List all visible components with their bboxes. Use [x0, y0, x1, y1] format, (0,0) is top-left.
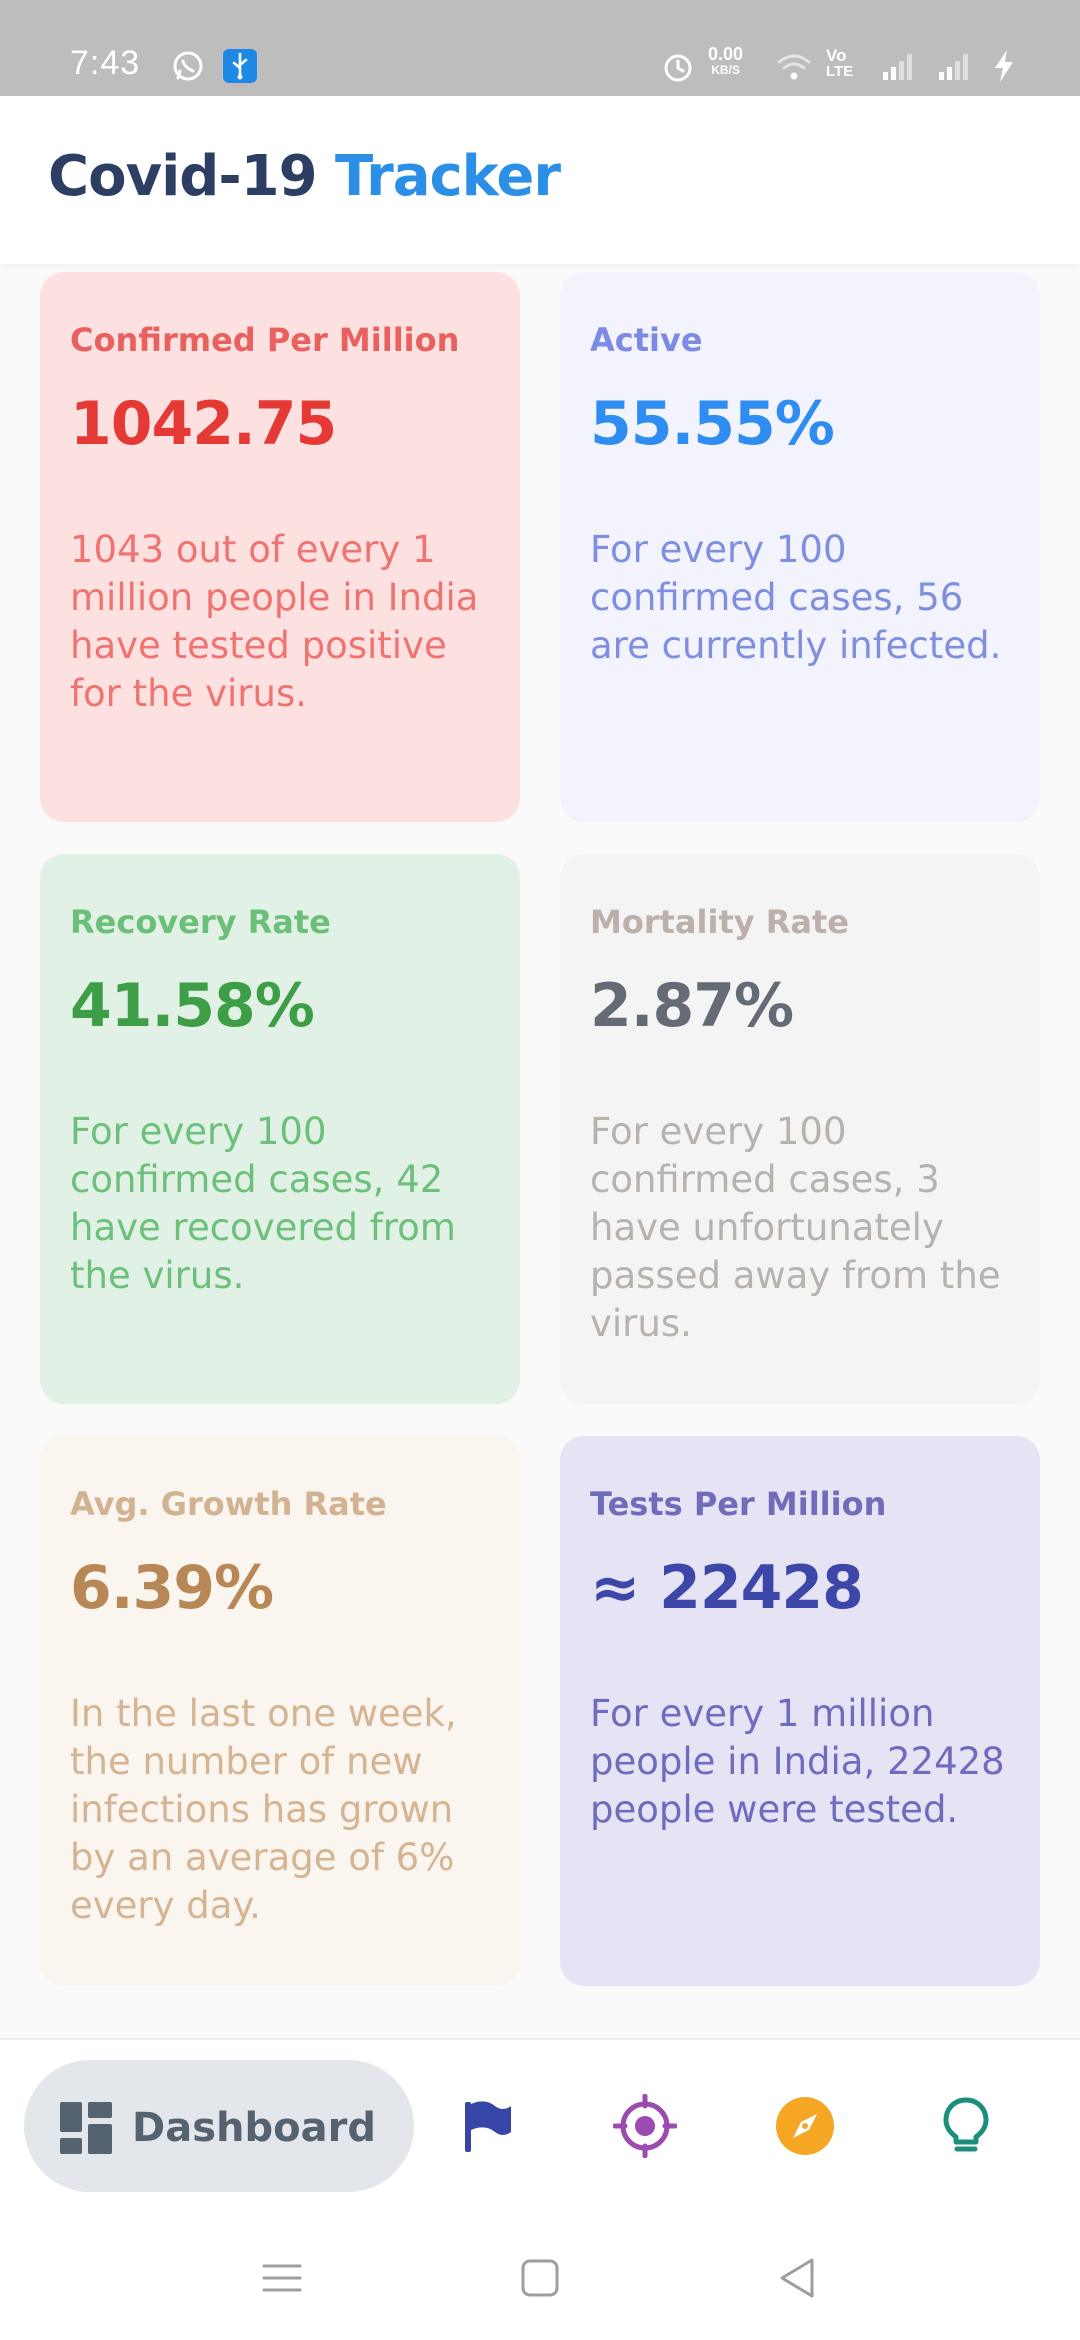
- card-mortality-rate: Mortality Rate 2.87% For every 100 confi…: [560, 854, 1040, 1404]
- status-time: 7:43: [70, 44, 141, 82]
- card-description: For every 100 confirmed cases, 56 are cu…: [590, 528, 1002, 667]
- system-back-button[interactable]: [762, 2242, 834, 2314]
- card-avg-growth-rate: Avg. Growth Rate 6.39% In the last one w…: [40, 1436, 520, 1986]
- system-navigation: [0, 2218, 1080, 2340]
- card-title: Active: [590, 321, 703, 359]
- card-title: Recovery Rate: [70, 903, 331, 941]
- app-title-part1: Covid-19: [48, 144, 318, 209]
- usb-debug-icon: [222, 48, 258, 84]
- status-bar: 7:43 0.00 KB/S Vo LTE: [0, 0, 1080, 96]
- card-confirmed-per-million: Confirmed Per Million 1042.75 1043 out o…: [40, 272, 520, 822]
- whatsapp-icon: [170, 48, 206, 84]
- volte-indicator: Vo LTE: [826, 46, 854, 80]
- nav-target-button[interactable]: [603, 2084, 687, 2168]
- card-description: 1043 out of every 1 million people in In…: [70, 528, 479, 715]
- card-title: Avg. Growth Rate: [70, 1485, 387, 1523]
- card-value: 55.55%: [590, 389, 835, 459]
- card-description: In the last one week, the number of new …: [70, 1692, 457, 1927]
- bottom-navigation: Dashboard: [0, 2038, 1080, 2220]
- signal-icon: [936, 48, 972, 84]
- wifi-icon: [776, 48, 812, 84]
- card-title: Confirmed Per Million: [70, 321, 460, 359]
- nav-flag-button[interactable]: [445, 2084, 529, 2168]
- card-value: 1042.75: [70, 389, 337, 459]
- network-speed: 0.00 KB/S: [708, 44, 744, 77]
- nav-dashboard-button[interactable]: Dashboard: [24, 2060, 414, 2192]
- target-icon: [613, 2094, 677, 2158]
- dashboard-icon: [58, 2100, 114, 2156]
- alarm-icon: [660, 48, 696, 84]
- signal-icon: [880, 48, 916, 84]
- back-icon: [780, 2258, 814, 2298]
- app-title: Covid-19 Tracker: [48, 144, 561, 209]
- card-description: For every 100 confirmed cases, 3 have un…: [590, 1110, 1001, 1345]
- nav-compass-button[interactable]: [763, 2084, 847, 2168]
- nav-dashboard-label: Dashboard: [132, 2105, 376, 2151]
- card-description: For every 100 confirmed cases, 42 have r…: [70, 1110, 456, 1297]
- compass-icon: [776, 2097, 834, 2155]
- system-home-button[interactable]: [504, 2242, 576, 2314]
- card-recovery-rate: Recovery Rate 41.58% For every 100 confi…: [40, 854, 520, 1404]
- card-value: 2.87%: [590, 971, 794, 1041]
- lightbulb-icon: [943, 2097, 989, 2152]
- card-title: Mortality Rate: [590, 903, 849, 941]
- card-value: 6.39%: [70, 1553, 274, 1623]
- card-title: Tests Per Million: [590, 1485, 887, 1523]
- app-header: Covid-19 Tracker: [0, 96, 1080, 264]
- card-active: Active 55.55% For every 100 confirmed ca…: [560, 272, 1040, 822]
- home-icon: [521, 2259, 559, 2297]
- charging-icon: [986, 48, 1022, 84]
- card-description: For every 1 million people in India, 224…: [590, 1692, 1005, 1831]
- card-value: 41.58%: [70, 971, 315, 1041]
- app-title-part2: Tracker: [335, 144, 561, 209]
- system-menu-button[interactable]: [246, 2242, 318, 2314]
- menu-icon: [262, 2264, 302, 2292]
- flag-icon: [465, 2101, 511, 2152]
- card-value: ≈ 22428: [590, 1553, 864, 1623]
- nav-lightbulb-button[interactable]: [924, 2084, 1008, 2168]
- card-tests-per-million: Tests Per Million ≈ 22428 For every 1 mi…: [560, 1436, 1040, 1986]
